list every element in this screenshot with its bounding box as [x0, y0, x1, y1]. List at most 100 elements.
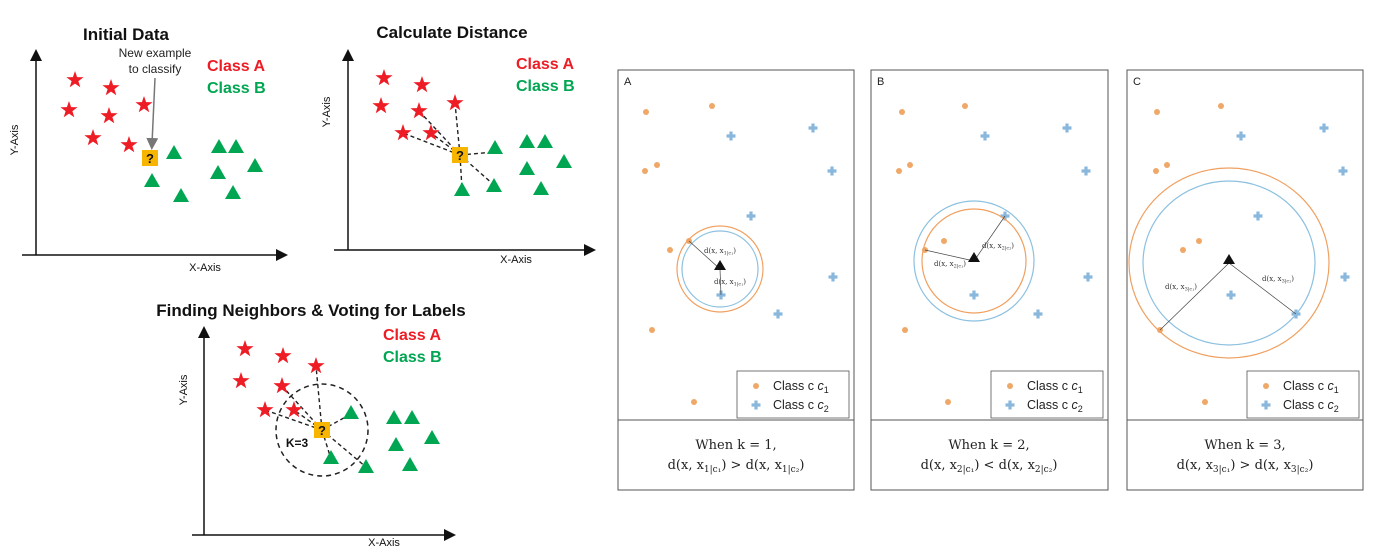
query-triangle — [968, 252, 980, 262]
class-b-triangle — [519, 161, 535, 175]
initial-data-title: Initial Data — [83, 25, 170, 44]
class-c1-point — [899, 109, 905, 115]
class-b-triangle — [144, 173, 160, 187]
caption-line-2: d(x, x2|c₁) < d(x, x2|c₂) — [921, 458, 1058, 475]
distance-label-c1: d(x, x1|c₁) — [704, 247, 736, 257]
class-b-triangle — [343, 405, 359, 419]
class-b-triangle — [402, 457, 418, 471]
class-c1-point — [896, 168, 902, 174]
distance-label-c2: d(x, x3|c₂) — [1262, 275, 1294, 285]
class-c1-point — [1196, 238, 1202, 244]
y-axis-label: Y-Axis — [321, 96, 333, 127]
panel-c-label: C — [1133, 76, 1141, 88]
class-c1-point — [1180, 247, 1186, 253]
legend-c1-marker — [753, 383, 759, 389]
class-b-triangle — [247, 158, 263, 172]
class-a-star — [66, 71, 84, 88]
class-c1-point — [1153, 168, 1159, 174]
distance-line-c2 — [1228, 262, 1297, 315]
class-c1-point — [691, 399, 697, 405]
panel-b-frame — [870, 69, 1109, 491]
distance-label-c1: d(x, x2|c₁) — [934, 260, 966, 270]
query-point — [314, 422, 330, 438]
annotation-line-2: to classify — [129, 62, 182, 76]
panel-a: A d(x, x1|c₁) d(x, x1|c₁) Class c c1 Cla… — [617, 69, 855, 491]
class-b-triangle — [386, 410, 402, 424]
distance-label-c2: d(x, x2|c₂) — [982, 242, 1014, 252]
legend-box — [1246, 370, 1360, 419]
query-mark: ? — [318, 423, 326, 438]
class-a-star — [60, 101, 78, 118]
caption-line-1: When k = 1, — [695, 438, 776, 453]
class-a-star — [274, 347, 292, 364]
class-b-label: Class B — [516, 78, 575, 95]
calculate-distance-title: Calculate Distance — [376, 23, 527, 42]
class-a-star — [120, 136, 138, 153]
legend-c1-label: Class c c1 — [1027, 379, 1083, 395]
class-b-triangle — [211, 139, 227, 153]
class-a-star — [372, 97, 390, 114]
query-point — [452, 147, 468, 163]
class-c2-radius-ring — [681, 230, 759, 308]
annotation-line-1: New example — [119, 46, 192, 60]
class-a-star — [446, 94, 464, 111]
distance-label-c1: d(x, x3|c₁) — [1165, 283, 1197, 293]
distance-label-c2: d(x, x1|c₁) — [714, 278, 746, 288]
class-a-star — [256, 401, 274, 418]
class-b-label: Class B — [383, 349, 442, 366]
distance-line-c1 — [1159, 262, 1230, 331]
class-a-star — [285, 401, 303, 418]
class-c1-point — [1202, 399, 1208, 405]
class-b-triangle — [388, 437, 404, 451]
neighbor-radius-circle — [275, 383, 369, 477]
query-point — [142, 150, 158, 166]
class-a-star — [413, 76, 431, 93]
class-b-triangle — [166, 145, 182, 159]
class-b-triangle — [454, 182, 470, 196]
class-c1-point — [941, 238, 947, 244]
query-triangle — [714, 260, 726, 270]
class-b-triangle — [424, 430, 440, 444]
legend-c2-label: Class c c2 — [1027, 398, 1083, 414]
panel-a-label: A — [624, 76, 632, 88]
annotation-arrow — [146, 77, 159, 150]
x-axis-label: X-Axis — [189, 262, 221, 274]
panel-a-frame — [617, 69, 855, 491]
panel-c: C d(x, x3|c₁) d(x, x3|c₂) Class c c1 Cla… — [1126, 69, 1364, 491]
class-c1-point — [667, 247, 673, 253]
class-b-triangle — [533, 181, 549, 195]
class-b-triangle — [225, 185, 241, 199]
legend-c1-marker — [1007, 383, 1013, 389]
class-a-star — [84, 129, 102, 146]
panel-b-label: B — [877, 76, 884, 88]
class-c2-radius-ring — [913, 200, 1035, 322]
class-b-triangle — [323, 450, 339, 464]
class-a-star — [394, 124, 412, 141]
initial-data-diagram: Initial Data Y-Axis X-Axis Class A Class… — [9, 25, 288, 274]
x-axis-label: X-Axis — [500, 254, 532, 266]
class-c1-radius-ring — [921, 208, 1027, 314]
y-axis-label: Y-Axis — [178, 374, 190, 405]
class-a-star — [410, 102, 428, 119]
y-axis-label: Y-Axis — [9, 124, 21, 155]
query-mark: ? — [146, 151, 154, 166]
class-b-triangle — [358, 459, 374, 473]
legend-c1-marker — [1263, 383, 1269, 389]
calculate-distance-diagram: Calculate Distance Y-Axis X-Axis Class A… — [321, 23, 596, 266]
distance-line-c1 — [924, 249, 975, 262]
class-c1-point — [709, 103, 715, 109]
class-c1-point — [649, 327, 655, 333]
class-a-label: Class A — [207, 58, 266, 75]
distance-line-c1 — [688, 240, 721, 270]
caption-line-2: d(x, x1|c₁) > d(x, x1|c₂) — [668, 458, 805, 475]
voting-diagram: Finding Neighbors & Voting for Labels Y-… — [156, 301, 465, 549]
class-a-star — [375, 69, 393, 86]
distance-line-c2 — [719, 268, 722, 296]
class-b-triangle — [210, 165, 226, 179]
class-c1-point — [1164, 162, 1170, 168]
x-axis-label: X-Axis — [368, 537, 400, 549]
class-c1-point — [907, 162, 913, 168]
class-b-triangle — [487, 140, 503, 154]
class-a-star — [102, 79, 120, 96]
class-b-triangle — [228, 139, 244, 153]
